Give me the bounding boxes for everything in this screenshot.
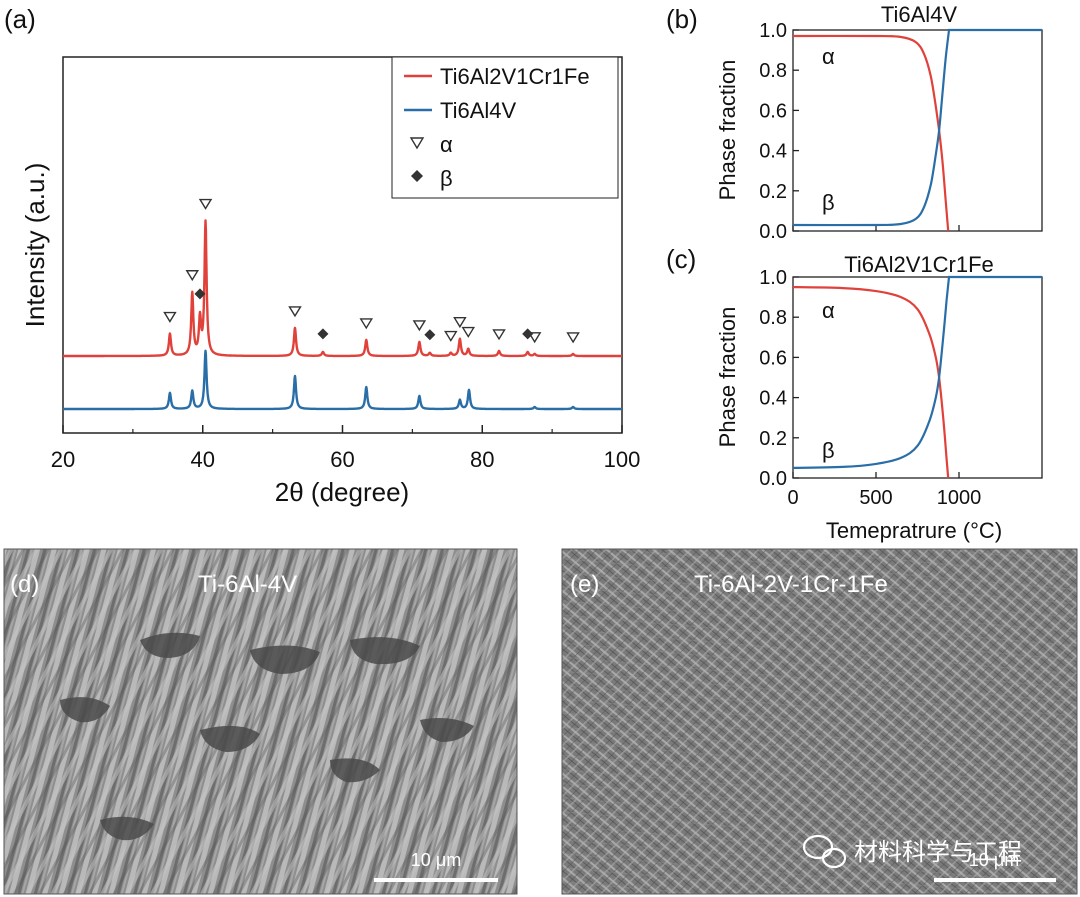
- pc-x-tick-label: 0: [787, 487, 798, 509]
- watermark-text: 材料科学与工程: [854, 838, 1022, 866]
- phase-plot-b-frame: [792, 29, 1043, 232]
- micrograph-d-panel-label: (d): [10, 571, 39, 598]
- micrograph-d-dark-grains: [60, 632, 474, 841]
- alpha-peak-marker: [412, 320, 427, 332]
- pc-series-beta: [792, 275, 1042, 469]
- micrograph-d-frame: [3, 548, 518, 895]
- micrograph-e-scale-label: 10 μm: [969, 850, 1019, 870]
- wechat-logo-icon: [802, 834, 847, 869]
- beta-peak-marker: [522, 328, 534, 340]
- pb-series-alpha: [792, 34, 950, 232]
- alpha-peak-marker: [198, 198, 213, 210]
- legend-ti6al4v-label: Ti6Al4V: [440, 98, 517, 123]
- pc-x-tick-label: 1000: [937, 487, 982, 509]
- legend-beta-label: β: [440, 166, 453, 191]
- pb-y-tick-label: 0.8: [759, 60, 787, 82]
- alpha-peak-marker: [359, 318, 374, 330]
- alpha-peak-marker: [444, 330, 458, 342]
- micrograph-d-title: Ti-6Al-4V: [198, 571, 297, 598]
- beta-peak-marker: [194, 288, 206, 300]
- phase-plot-b-beta-label: β: [822, 190, 835, 215]
- xrd-series-ti6al2v1cr1fe: [62, 219, 623, 358]
- phase-plot-b-title: Ti6Al4V: [881, 2, 958, 27]
- micrograph-e-title: Ti-6Al-2V-1Cr-1Fe: [694, 571, 888, 598]
- xrd-y-axis-title: Intensity (a.u.): [20, 163, 50, 328]
- xrd-series-ti6al4v: [62, 349, 623, 411]
- phase-plot-c-beta-label: β: [822, 438, 835, 463]
- pc-x-tick-label: 500: [859, 487, 892, 509]
- pb-y-tick-label: 0.2: [759, 181, 787, 203]
- xrd-x-tick-label: 60: [330, 447, 354, 472]
- phase-plot-c-alpha-label: α: [822, 298, 835, 323]
- alpha-peak-marker: [185, 270, 200, 282]
- pb-y-tick-label: 1.0: [759, 20, 787, 42]
- xrd-x-tick-label: 40: [191, 447, 215, 472]
- xrd-x-tick-label: 80: [470, 447, 494, 472]
- phase-fraction-plot-ti6al2v1cr1fe: 0.0 0.2 0.4 0.6 0.8 1.0 0 500 1000 Ti6Al2V1Cr1Fe…: [715, 252, 1043, 543]
- legend-alpha-label: α: [440, 132, 453, 157]
- alpha-peak-marker: [566, 332, 580, 344]
- legend-ti6al2v1cr1fe-label: Ti6Al2V1Cr1Fe: [440, 64, 590, 89]
- pc-y-tick-label: 0.2: [759, 428, 787, 450]
- panel-label-b: (b): [666, 4, 698, 34]
- phase-plot-c-frame: [792, 276, 1043, 479]
- phase-plot-c-title: Ti6Al2V1Cr1Fe: [844, 252, 994, 277]
- pc-series-alpha: [792, 286, 950, 479]
- alpha-peak-marker: [288, 306, 302, 318]
- phase-plot-b-y-title: Phase fraction: [715, 60, 740, 201]
- beta-peak-marker: [424, 329, 436, 341]
- phase-plot-b-alpha-label: α: [822, 44, 835, 69]
- pb-y-tick-label: 0.4: [759, 141, 787, 163]
- pc-y-tick-label: 0.8: [759, 307, 787, 329]
- alpha-peak-marker: [527, 332, 542, 344]
- alpha-peak-marker: [461, 326, 476, 338]
- pc-y-tick-label: 0.6: [759, 347, 787, 369]
- micrograph-d-scale-label: 10 μm: [411, 850, 461, 870]
- micrograph-e-panel-label: (e): [570, 571, 599, 598]
- phase-plot-c-x-title: Temepratrure (°C): [826, 518, 1002, 543]
- pc-y-tick-label: 0.4: [759, 388, 787, 410]
- xrd-x-tick-label: 20: [51, 447, 75, 472]
- xrd-legend: Ti6Al2V1Cr1Fe Ti6Al4V α β: [391, 56, 619, 199]
- micrograph-e: (e) Ti-6Al-2V-1Cr-1Fe 10 μm 材料科学与工程: [561, 548, 1078, 895]
- pc-y-tick-label: 1.0: [759, 267, 787, 289]
- micrograph-d-scale-bar: [374, 878, 498, 882]
- legend-alpha-triangle-icon: [409, 137, 425, 150]
- phase-plot-c-y-title: Phase fraction: [715, 307, 740, 448]
- micrograph-e-frame: [561, 548, 1078, 895]
- legend-box: [391, 56, 619, 199]
- pb-y-tick-label: 0.6: [759, 100, 787, 122]
- alpha-peak-marker: [492, 329, 506, 341]
- xrd-x-axis-title: 2θ (degree): [275, 477, 409, 507]
- legend-beta-diamond-icon: [411, 170, 423, 182]
- phase-fraction-plot-ti6al4v: 0.0 0.2 0.4 0.6 0.8 1.0 Ti6Al4V α β Phase fra…: [715, 2, 1043, 243]
- panel-label-a: (a): [4, 4, 36, 34]
- xrd-plot: 20 40 60 80 100 2θ (degree) Intensity (a.u.)…: [20, 56, 641, 507]
- panel-label-c: (c): [666, 244, 696, 274]
- alpha-peak-marker: [163, 311, 177, 323]
- pb-series-beta: [792, 28, 1042, 227]
- alpha-peak-marker: [453, 317, 467, 329]
- micrograph-e-scale-bar: [934, 878, 1056, 882]
- pb-y-tick-label: 0.0: [759, 221, 787, 243]
- micrograph-d: (d) Ti-6Al-4V 10 μm: [3, 548, 518, 895]
- beta-peak-marker: [317, 328, 329, 340]
- pc-y-tick-label: 0.0: [759, 468, 787, 490]
- xrd-x-tick-label: 100: [604, 447, 641, 472]
